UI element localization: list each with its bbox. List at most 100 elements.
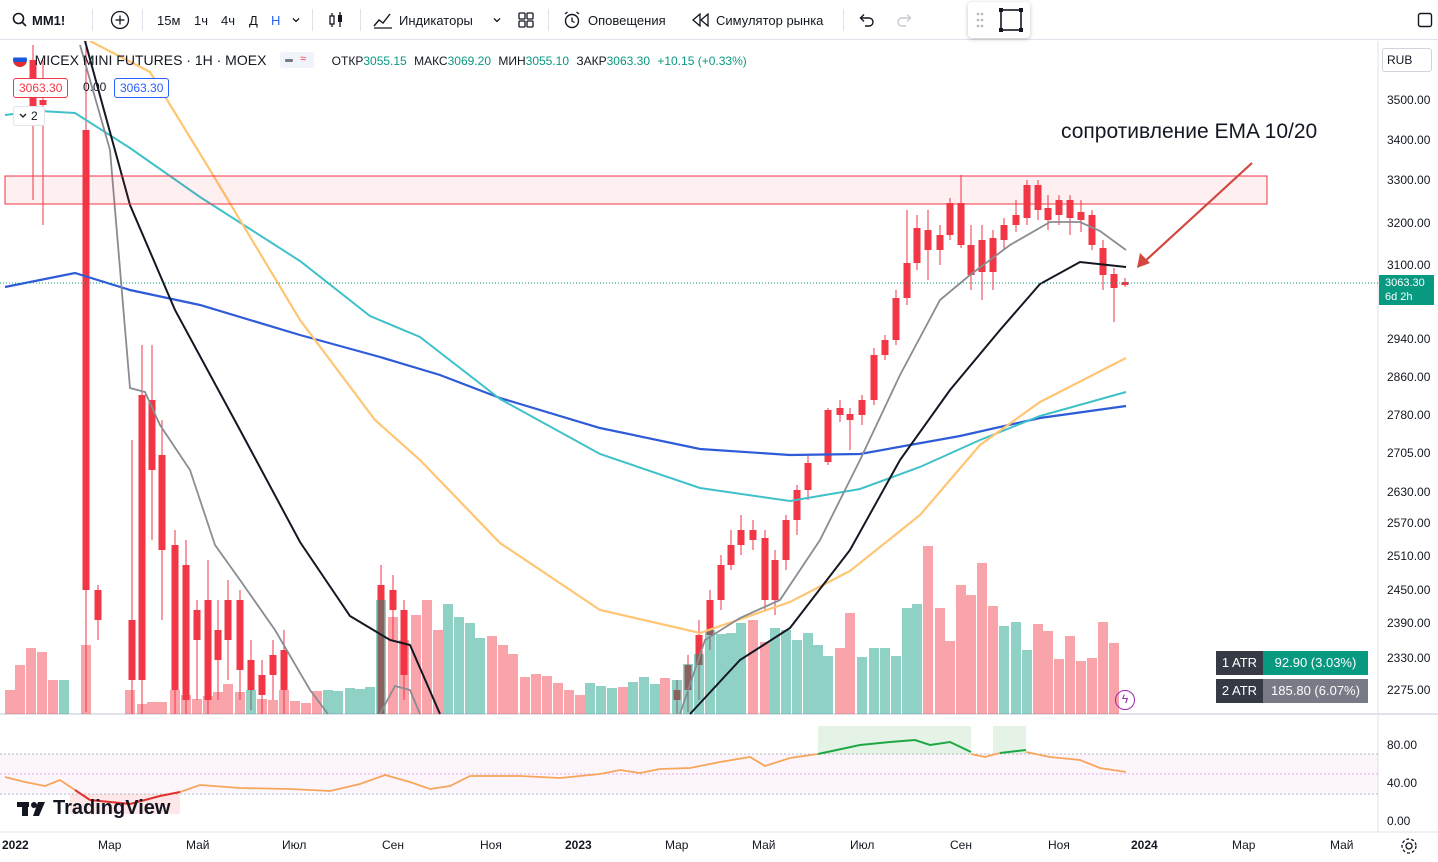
- interval-day[interactable]: Д: [249, 12, 258, 28]
- volume-bar: [388, 617, 398, 714]
- atr-name: 2 ATR: [1216, 679, 1263, 703]
- rewind-icon: [692, 13, 709, 27]
- candle: [737, 515, 745, 555]
- volume-bar: [553, 683, 563, 714]
- fullscreen-button[interactable]: [1417, 0, 1433, 40]
- volume-bar: [902, 608, 912, 714]
- interval-15m[interactable]: 15м: [157, 12, 181, 28]
- chart-annotation-text[interactable]: сопротивление EMA 10/20: [1061, 120, 1318, 143]
- replay-button[interactable]: Симулятор рынка: [692, 0, 823, 40]
- indicators-dropdown[interactable]: [492, 0, 502, 40]
- atr-row-1: 1 ATR 92.90 (3.03%): [1216, 651, 1368, 675]
- bid-price-pill[interactable]: 3063.30: [13, 78, 69, 98]
- interval-week[interactable]: Н: [271, 12, 281, 28]
- layouts-button[interactable]: [517, 0, 535, 40]
- rectangle-tool-icon[interactable]: [1000, 9, 1022, 31]
- indicators-label: Индикаторы: [399, 12, 473, 28]
- volume-bar: [705, 630, 715, 714]
- volume-bar: [333, 691, 343, 714]
- interval-1h[interactable]: 1ч: [194, 12, 209, 28]
- candle: [1034, 180, 1042, 220]
- top-toolbar: MM1! 15м 1ч 4ч Д Н Индикаторы Оповещения…: [0, 0, 1438, 40]
- price-axis-label: 2780.00: [1387, 408, 1431, 422]
- plus-circle-icon: [110, 10, 130, 30]
- symbol-title[interactable]: MICEX MINI FUTURES · 1H · MOEX: [34, 52, 267, 68]
- time-axis-label: 2022: [2, 838, 29, 852]
- volume-bar: [125, 690, 135, 714]
- candle: [924, 210, 932, 280]
- candle: [1055, 195, 1063, 225]
- volume-bar: [1098, 622, 1108, 714]
- volume-bar: [1033, 624, 1043, 714]
- annotation-arrow[interactable]: [1137, 162, 1253, 268]
- volume-bar: [15, 665, 25, 714]
- tradingview-logo[interactable]: TradingView: [17, 797, 170, 820]
- volume-bar: [312, 691, 322, 714]
- candle: [214, 600, 222, 700]
- volume-bar: [770, 628, 780, 714]
- candle: [804, 455, 812, 500]
- candle: [1012, 200, 1020, 232]
- candle: [247, 640, 255, 710]
- volume-bar: [59, 680, 69, 714]
- alerts-button[interactable]: Оповещения: [562, 0, 666, 40]
- alerts-label: Оповещения: [588, 12, 666, 28]
- volume-bar: [792, 640, 802, 714]
- candle: [148, 345, 156, 540]
- candle: [717, 555, 725, 610]
- volume-bar: [268, 700, 278, 714]
- compare-button[interactable]: [110, 0, 130, 40]
- candle: [182, 540, 190, 714]
- interval-dropdown[interactable]: [291, 0, 301, 40]
- volume-bar: [748, 620, 758, 714]
- square-icon: [1417, 12, 1433, 28]
- chevron-down-icon: [19, 113, 27, 118]
- redo-button[interactable]: [896, 0, 914, 40]
- indicators-button[interactable]: Индикаторы: [373, 0, 473, 40]
- volume-bar: [192, 699, 202, 714]
- volume-bar: [639, 677, 649, 714]
- volume-bar: [869, 648, 879, 714]
- settings-button[interactable]: [1400, 837, 1418, 860]
- volume-bar: [618, 687, 628, 714]
- candle: [892, 290, 900, 345]
- currency-button[interactable]: RUB: [1382, 48, 1432, 72]
- price-chart[interactable]: 3500.00 3400.00 3300.00 3200.00 3100.00 2940.…: [0, 41, 1438, 862]
- replay-label: Симулятор рынка: [716, 12, 824, 28]
- flash-icon[interactable]: ϟ: [1115, 690, 1135, 710]
- volume-bar: [1022, 650, 1032, 714]
- chart-area[interactable]: 3500.00 3400.00 3300.00 3200.00 3100.00 2940.…: [0, 41, 1438, 862]
- volume-bar: [857, 657, 867, 714]
- volume-bar: [1065, 636, 1075, 714]
- ema-20-line: [84, 41, 1127, 715]
- volume-bar: [564, 690, 574, 714]
- time-axis-label: Ноя: [480, 838, 502, 852]
- interval-4h[interactable]: 4ч: [221, 12, 236, 28]
- resistance-zone[interactable]: [4, 175, 1268, 205]
- chart-legend: MICEX MINI FUTURES · 1H · MOEX ≈ ОТКР305…: [13, 52, 747, 68]
- undo-button[interactable]: [857, 0, 875, 40]
- candle: [761, 530, 769, 610]
- volume-bar: [399, 640, 409, 714]
- drag-handle-icon[interactable]: [976, 12, 984, 28]
- ask-price-pill[interactable]: 3063.30: [114, 78, 170, 98]
- volume-bar: [945, 641, 955, 714]
- volume-bar: [355, 689, 365, 714]
- candle: [727, 530, 735, 570]
- volume-bar: [813, 645, 823, 714]
- status-dots[interactable]: ≈: [280, 52, 315, 68]
- volume-bar: [508, 654, 518, 714]
- price-axis-label: 3400.00: [1387, 133, 1431, 147]
- volume-bar: [157, 702, 167, 714]
- volume-bar: [48, 680, 58, 714]
- volume-bar: [726, 633, 736, 714]
- volume-bar: [137, 704, 147, 714]
- collapse-indicators-button[interactable]: 2: [13, 106, 45, 126]
- time-axis-label: Мар: [1232, 838, 1256, 852]
- volume-bar: [213, 692, 223, 714]
- chart-type-button[interactable]: [327, 0, 345, 40]
- chevron-down-icon: [292, 18, 300, 23]
- price-axis-label: 3500.00: [1387, 93, 1431, 107]
- symbol-search[interactable]: MM1!: [12, 0, 65, 40]
- oscillator-axis-label: 40.00: [1387, 776, 1417, 790]
